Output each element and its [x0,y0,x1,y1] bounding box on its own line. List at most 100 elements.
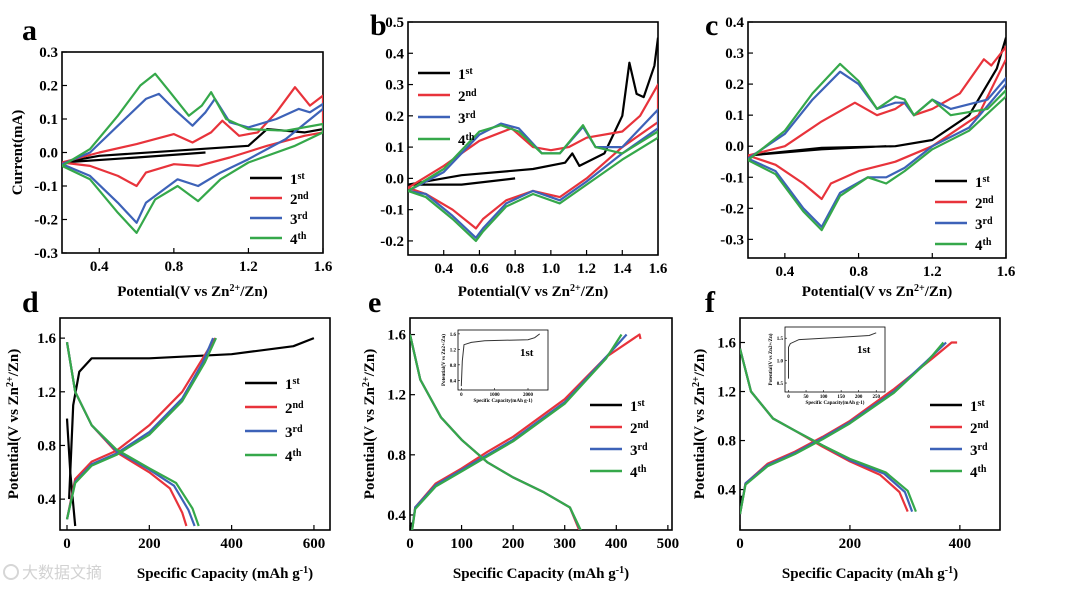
y-tick-label: 0.3 [725,46,744,62]
y-tick-label: 0.5 [777,382,784,387]
legend-label-4th: 4th [970,464,987,482]
x-tick-label: 0.4 [434,261,453,277]
y-tick-label: -0.1 [380,203,404,219]
inset-chart: 0 50 100 150 200 250 0.5 1.0 1.5 Specific Capacit… [769,326,886,406]
x-tick-label: 400 [605,536,628,552]
text-run: /Zn) [692,349,708,378]
y-tick-label: 1.2 [37,385,56,401]
x-axis-label: Potential(V vs Zn2+/Zn) [458,283,608,301]
y-tick-label: -0.3 [34,246,58,262]
plot-frame [747,21,1007,259]
x-tick-label: 500 [657,536,680,552]
y-tick-label: -0.1 [34,179,58,195]
series-line-2nd [748,45,1006,201]
text-run: ) [624,566,629,582]
series-line-4th [740,341,945,515]
text-run: /Zn) [924,284,953,300]
legend: 1st 2nd 3rd 4th [245,376,304,465]
series-line-4th [408,124,658,242]
legend-label-4th: 4th [290,231,307,249]
text-run: 1 [290,172,298,188]
legend: 1st 2nd 3rd 4th [418,66,477,150]
y-tick-label: 0.8 [450,364,457,369]
series-line-2nd [408,83,658,230]
y-tick-label: 1.0 [777,360,784,365]
superscript: rd [466,110,476,121]
inset-annotation: 1st [857,344,871,356]
watermark-text: 大数据文摘 [22,563,102,582]
series-line-3rd [410,334,582,530]
superscript: st [983,174,991,185]
y-tick-label: 0.0 [39,146,58,162]
legend-label-1st: 1st [630,398,645,416]
superscript: 2+ [361,376,372,387]
text-run: 4 [975,238,983,254]
x-tick-label: 150 [837,395,845,400]
x-tick-label: 0 [736,536,744,552]
text-run: 3 [630,443,638,459]
y-tick-label: 0.2 [39,79,58,95]
superscript: rd [978,442,988,453]
legend-label-3rd: 3rd [970,442,988,460]
inset-annotation: 1st [520,347,534,359]
panel-label: b [370,9,387,42]
series-line-1st [68,337,315,500]
series-line-3rd [748,70,1006,228]
text-run: 4 [970,465,978,481]
y-tick-label: 1.2 [450,348,457,353]
x-tick-label: 1.2 [577,261,596,277]
text-run: /Zn) [6,349,22,378]
text-run: Potential(V vs Zn [117,284,230,300]
text-run: 4 [630,465,638,481]
text-run: 3 [970,443,978,459]
text-run: 3 [290,212,298,228]
plot-frame [784,326,886,393]
x-tick-label: 0 [460,393,463,398]
superscript: 2+ [230,283,241,294]
series-line-3rd [65,337,215,520]
legend-label-3rd: 3rd [285,424,303,442]
inset-y-label: Potential(V vs Zn2+/Zn) [769,333,774,385]
panel-b: b 0.4 0.6 0.8 1.0 1.2 1.4 1.6 -0.2 -0.1 0.0 0.1 0.2 0… [370,9,668,300]
y-tick-label: 0.3 [385,78,404,94]
text-run: Specific Capacity (mAh g [782,566,945,582]
y-tick-label: 0.0 [385,171,404,187]
x-tick-label: 0.8 [164,259,183,275]
legend-label-2nd: 2nd [290,191,309,209]
y-tick-label: 1.6 [37,331,56,347]
y-tick-label: 0.4 [385,46,404,62]
legend-label-4th: 4th [458,132,475,150]
inset-x-label: Specific Capacity(mAh g-1) [474,399,533,404]
superscript: st [638,398,646,409]
text-run: 2 [630,421,638,437]
series-line-3rd [740,348,914,512]
x-tick-label: 1.6 [649,261,668,277]
series-line-3rd [62,92,323,224]
x-tick-label: 100 [450,536,473,552]
superscript: st [293,376,301,387]
plot-frame [739,317,1001,531]
text-run: 1 [630,399,638,415]
inset-chart: 0 1000 2000 0.4 0.8 1.2 1.6 Specific Capacity(m… [442,329,549,404]
superscript: nd [638,420,650,431]
superscript: nd [978,420,990,431]
y-tick-label: 0.3 [39,45,58,61]
y-tick-label: 0.2 [385,109,404,125]
x-tick-label: 0 [787,395,790,400]
x-tick-label: 0.6 [470,261,489,277]
superscript: 2+ [5,376,16,387]
series-line-3rd [408,108,658,239]
text-run: 2 [970,421,978,437]
series-group [748,37,1006,232]
x-tick-label: 1.2 [923,264,942,280]
superscript: th [293,448,302,459]
panels: a0.4 0.8 1.2 1.6-0.3-0.2-0.10.00.10.20.31st… [5,9,1016,582]
y-tick-label: 0.1 [385,140,404,156]
y-tick-label: 1.6 [387,328,406,344]
x-axis-label: Potential(V vs Zn2+/Zn) [802,283,952,301]
x-tick-label: 0.8 [849,264,868,280]
legend-label-2nd: 2nd [975,195,994,213]
text-run: Potential(V vs Zn [458,284,571,300]
y-tick-label: -0.2 [720,201,744,217]
legend-label-3rd: 3rd [290,211,308,229]
